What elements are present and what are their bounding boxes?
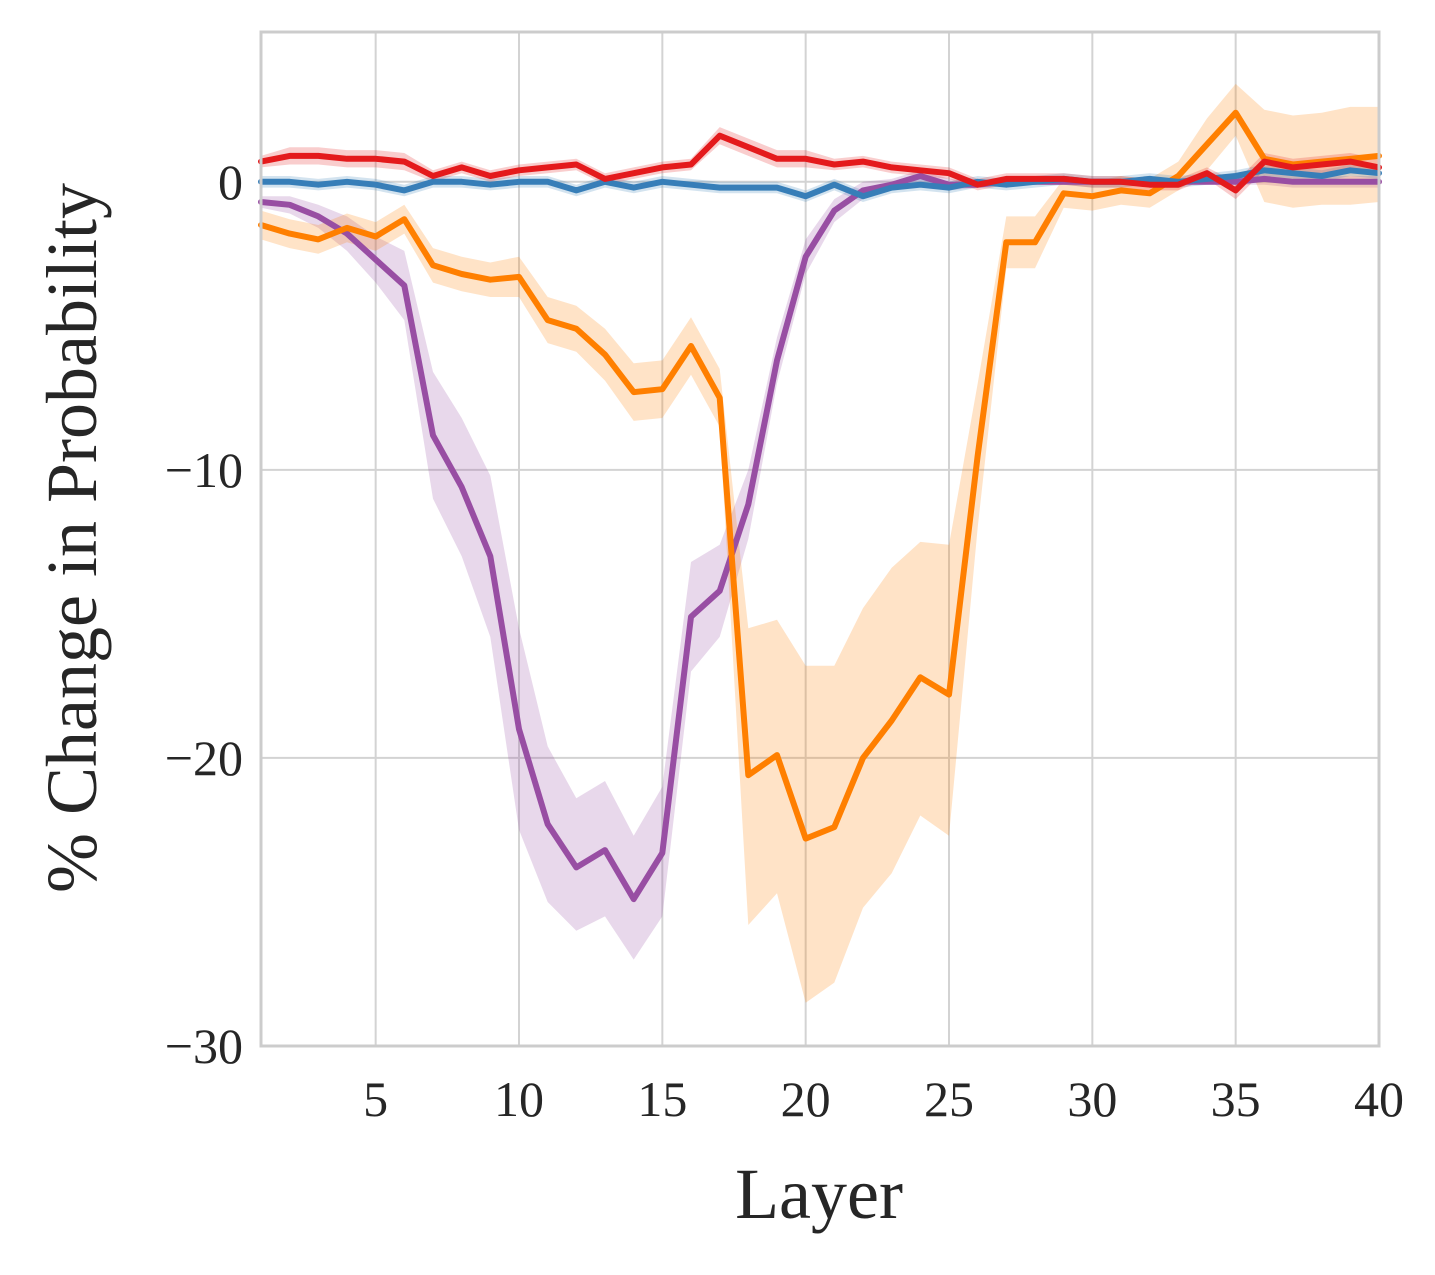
series-lines: [258, 109, 1382, 903]
x-tick-label: 35: [1211, 1071, 1261, 1127]
plot-frame: [259, 30, 1381, 1048]
series-4-line: [258, 132, 1382, 194]
series-1-band: [261, 170, 1379, 960]
x-tick-label: 30: [1067, 1071, 1117, 1127]
x-tick-label: 40: [1354, 1071, 1404, 1127]
confidence-bands: [261, 83, 1379, 1003]
x-tick-label: 20: [781, 1071, 831, 1127]
x-tick-label: 10: [494, 1071, 544, 1127]
y-tick-label: −20: [165, 730, 243, 786]
y-tick-label: −30: [165, 1018, 243, 1074]
y-tick-label: 0: [218, 154, 243, 210]
series-2-line: [258, 109, 1382, 842]
y-tick-label: −10: [165, 442, 243, 498]
y-tick-labels: 0 −10 −20 −30: [165, 154, 243, 1074]
x-tick-label: 25: [924, 1071, 974, 1127]
x-axis-label: Layer: [735, 1154, 903, 1234]
y-axis-label: % Change in Probability: [32, 183, 112, 893]
x-tick-labels: 5 10 15 20 25 30 35 40: [363, 1071, 1404, 1127]
x-tick-label: 15: [637, 1071, 687, 1127]
x-tick-label: 5: [363, 1071, 388, 1127]
